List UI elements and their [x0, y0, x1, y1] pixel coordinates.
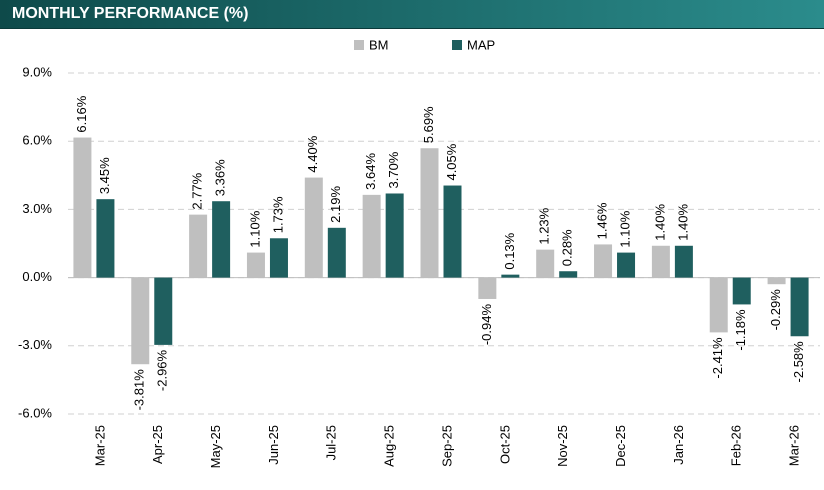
legend-swatch	[354, 40, 364, 50]
value-label: 1.40%	[652, 203, 667, 240]
value-label: 2.19%	[328, 186, 343, 223]
x-tick-label: Jan-26	[671, 425, 686, 465]
value-label: 1.10%	[617, 210, 632, 247]
value-label: 5.69%	[421, 106, 436, 143]
value-label: 6.16%	[74, 95, 89, 132]
value-label: -1.18%	[733, 309, 748, 351]
value-label: 3.70%	[386, 151, 401, 188]
chart-title: MONTHLY PERFORMANCE (%)	[12, 5, 249, 22]
bar	[767, 277, 786, 285]
bar	[478, 277, 497, 299]
value-label: 4.05%	[444, 143, 459, 180]
bar	[189, 214, 208, 278]
bar	[73, 137, 92, 278]
value-label: 1.40%	[675, 203, 690, 240]
x-tick-label: Jul-25	[324, 425, 339, 460]
x-tick-label: Mar-25	[92, 425, 107, 466]
value-label: 1.23%	[537, 207, 552, 244]
bar	[96, 199, 115, 278]
bar	[536, 249, 555, 278]
y-tick-label: -6.0%	[18, 405, 52, 420]
value-label: 0.13%	[502, 232, 517, 269]
header: MONTHLY PERFORMANCE (%)	[0, 0, 824, 29]
value-label: -0.29%	[768, 289, 783, 331]
bar	[304, 177, 323, 278]
bar	[420, 148, 439, 278]
bar	[790, 277, 809, 337]
value-label: 2.77%	[190, 172, 205, 209]
y-tick-label: 3.0%	[22, 201, 52, 216]
value-label: -3.81%	[132, 369, 147, 411]
bar	[443, 185, 462, 278]
y-tick-label: 6.0%	[22, 133, 52, 148]
y-tick-label: 0.0%	[22, 269, 52, 284]
y-tick-label: 9.0%	[22, 64, 52, 79]
legend-label: MAP	[467, 37, 495, 52]
legend-label: BM	[369, 37, 389, 52]
bar	[501, 274, 520, 278]
x-tick-label: Jun-25	[266, 425, 281, 465]
bar	[709, 277, 728, 333]
bar	[154, 277, 173, 345]
bar	[732, 277, 751, 305]
x-tick-label: Mar-26	[787, 425, 802, 466]
value-label: 3.36%	[213, 159, 228, 196]
value-label: 1.46%	[594, 202, 609, 239]
y-tick-label: -3.0%	[18, 337, 52, 352]
bar	[362, 194, 381, 278]
value-label: 1.73%	[270, 196, 285, 233]
bar	[212, 201, 231, 278]
value-label: 1.10%	[247, 210, 262, 247]
bar	[559, 271, 578, 278]
bar	[594, 244, 613, 278]
bar	[651, 245, 670, 278]
value-label: -2.58%	[791, 341, 806, 383]
bar	[674, 245, 693, 278]
bar	[131, 277, 150, 365]
x-tick-label: Feb-26	[729, 425, 744, 466]
value-label: 0.28%	[560, 229, 575, 266]
value-label: -0.94%	[479, 304, 494, 346]
x-tick-label: Aug-25	[382, 425, 397, 467]
bar	[246, 252, 265, 278]
value-label: -2.41%	[710, 337, 725, 379]
value-label: -2.96%	[155, 349, 170, 391]
legend-swatch	[452, 40, 462, 50]
bar	[269, 238, 288, 278]
bar	[327, 227, 346, 278]
bar	[617, 252, 636, 278]
bar	[385, 193, 404, 278]
value-label: 3.64%	[363, 153, 378, 190]
value-label: 4.40%	[305, 135, 320, 172]
x-tick-label: Sep-25	[439, 425, 454, 467]
x-tick-label: Oct-25	[497, 425, 512, 464]
x-tick-label: Dec-25	[613, 425, 628, 467]
x-tick-label: May-25	[208, 425, 223, 468]
x-tick-label: Nov-25	[555, 425, 570, 467]
x-tick-label: Apr-25	[150, 425, 165, 464]
value-label: 3.45%	[97, 157, 112, 194]
